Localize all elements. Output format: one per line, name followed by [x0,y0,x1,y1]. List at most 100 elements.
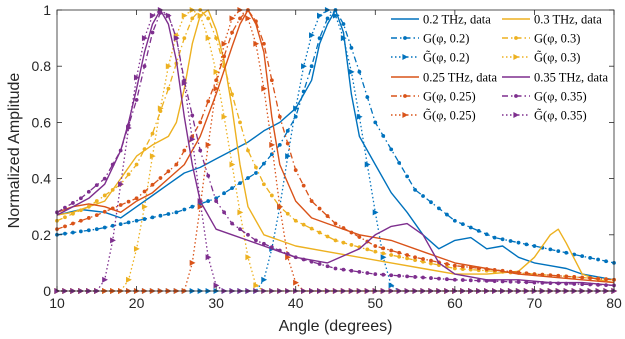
data-point [364,161,371,168]
data-point [588,255,593,260]
data-point [349,46,354,50]
data-point [134,196,139,201]
data-point [341,240,346,245]
data-point [332,12,339,19]
data-point [94,183,99,188]
data-point [173,35,180,42]
data-point [78,196,83,201]
data-point [500,268,505,273]
data-point [317,206,322,211]
data-point [301,183,306,188]
data-point [261,241,266,246]
data-point [460,278,465,282]
data-point [230,221,234,226]
legend-marker [402,112,409,118]
data-point [317,36,322,40]
x-tick-label: 60 [447,295,463,311]
data-point [389,273,394,278]
legend-entry: G̃(φ, 0.3) [502,50,580,65]
legend-entry: G̃(φ, 0.2) [391,50,469,65]
data-point [445,277,449,282]
data-point [222,191,227,196]
data-point [190,204,195,209]
data-point [213,85,220,92]
data-point [397,273,402,278]
legend-label: G(φ, 0.35) [534,90,587,104]
data-point [214,199,219,203]
data-point [238,16,242,21]
series-line [56,9,615,284]
data-point [445,212,449,217]
data-point [564,281,569,286]
data-point [253,40,260,47]
data-point [214,36,219,40]
data-point [365,271,370,275]
data-point [285,252,290,256]
legend-label: G̃(φ, 0.2) [423,50,469,65]
data-point [63,215,67,220]
legend-label: 0.2 THz, data [423,13,491,27]
legend: 0.2 THz, data 0.3 THz, data G(φ, 0.2) G(φ, … [384,11,614,133]
data-point [150,215,155,220]
data-point [245,254,252,261]
data-point [133,74,140,81]
data-point [413,187,417,192]
data-point [149,153,156,160]
data-point [476,228,481,233]
data-point [94,227,99,232]
data-point [492,279,497,284]
data-point [206,99,211,104]
data-point [261,85,268,92]
legend-label: G̃(φ, 0.3) [534,50,580,65]
data-point [293,279,299,286]
data-point [516,240,521,245]
legend-marker [402,54,409,60]
data-point [357,69,362,74]
data-point [110,206,115,211]
data-point [142,64,147,69]
data-point [150,131,155,136]
data-point [78,218,83,223]
data-point [158,213,163,218]
data-point [126,172,131,177]
legend-marker [403,94,407,98]
data-point [269,245,274,250]
data-point [285,153,291,160]
data-point [340,35,347,42]
series-line [56,9,615,284]
data-point [197,198,204,205]
data-point [604,277,608,282]
data-point [205,35,212,42]
data-point [476,278,481,283]
data-point [437,276,441,281]
data-point [309,32,315,39]
data-point [190,113,195,118]
data-point [71,221,75,226]
data-point [380,254,387,261]
data-point [397,254,402,259]
legend-label: G̃(φ, 0.25) [423,108,476,123]
data-point [349,268,354,273]
legend-entry: G̃(φ, 0.25) [391,108,476,123]
legend-marker [513,112,520,118]
data-point [253,282,260,289]
data-point [189,136,196,143]
data-point [118,181,124,188]
data-point [110,223,115,228]
legend-entry: G(φ, 0.25) [391,90,476,104]
data-point [333,221,338,226]
x-tick-label: 70 [527,295,543,311]
data-point [532,280,537,285]
x-tick-label: 30 [208,295,224,311]
data-point [158,176,163,180]
x-tick-label: 20 [129,295,145,311]
data-point [508,279,513,284]
legend-marker [514,94,518,98]
data-point [580,254,585,259]
data-point [572,275,577,279]
data-point [285,128,290,133]
data-point [365,95,370,100]
data-point [293,114,298,119]
data-point [349,243,354,247]
data-point [285,141,290,146]
